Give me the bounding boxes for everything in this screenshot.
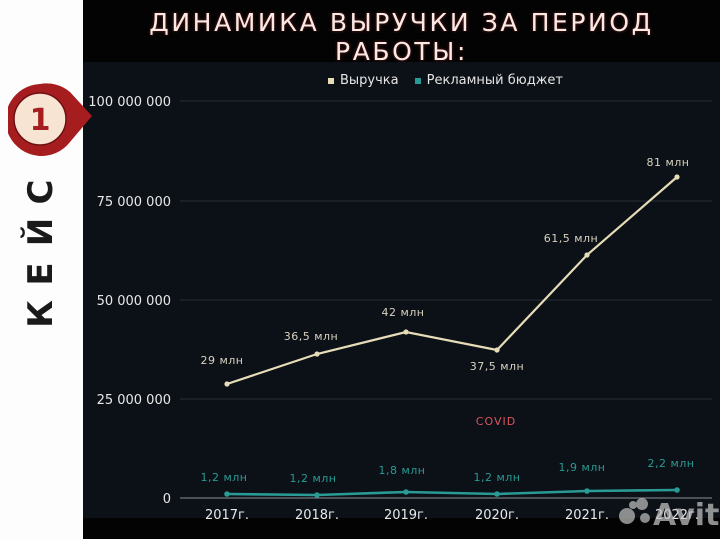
x-tick-2022: 2022г. — [655, 508, 699, 523]
y-axis-labels: 100 000 000 75 000 000 50 000 000 25 000… — [88, 95, 171, 507]
x-tick-2017: 2017г. — [205, 508, 249, 523]
revenue-label-2017: 29 млн — [200, 354, 243, 367]
ad-budget-label-2021: 1,9 млн — [558, 461, 605, 474]
ad-budget-label-2020: 1,2 млн — [473, 471, 520, 484]
case-number-badge: 1 — [8, 83, 92, 156]
covid-annotation: COVID — [476, 415, 516, 428]
ad-budget-label-2018: 1,2 млн — [289, 472, 336, 485]
y-tick-100m: 100 000 000 — [88, 95, 171, 110]
ad-budget-label-2019: 1,8 млн — [378, 464, 425, 477]
revenue-point[interactable] — [674, 174, 680, 180]
revenue-point[interactable] — [314, 351, 320, 357]
ad-budget-line — [226, 488, 678, 497]
revenue-label-2019: 42 млн — [381, 306, 424, 319]
badge-number: 1 — [30, 103, 51, 138]
revenue-label-2022: 81 млн — [646, 156, 689, 169]
revenue-point[interactable] — [224, 381, 230, 387]
legend-swatch-ad-budget — [414, 77, 421, 84]
revenue-line — [226, 176, 678, 386]
avito-logo-dot — [629, 501, 637, 509]
chart-legend: Выручка Рекламный бюджет — [328, 73, 563, 88]
ad-budget-point[interactable] — [494, 491, 500, 497]
bottom-band — [83, 527, 720, 539]
y-tick-50m: 50 000 000 — [97, 294, 171, 309]
legend-swatch-revenue — [328, 77, 334, 84]
avito-watermark: Avito — [619, 498, 720, 533]
ad-budget-label-2017: 1,2 млн — [200, 471, 247, 484]
revenue-point[interactable] — [584, 252, 590, 258]
legend-label-revenue: Выручка — [340, 73, 399, 88]
avito-logo-dot — [640, 513, 650, 523]
revenue-points — [224, 174, 680, 387]
x-tick-2019: 2019г. — [384, 508, 428, 523]
avito-watermark-text: Avito — [653, 498, 720, 533]
revenue-label-2020: 37,5 млн — [470, 360, 525, 373]
y-tick-25m: 25 000 000 — [97, 393, 171, 408]
x-tick-2018: 2018г. — [295, 508, 339, 523]
avito-logo-dot — [636, 498, 648, 510]
revenue-label-2018: 36,5 млн — [284, 330, 339, 343]
legend-item-ad-budget[interactable]: Рекламный бюджет — [414, 73, 563, 88]
chart-panel — [83, 62, 720, 518]
ad-budget-point[interactable] — [314, 492, 320, 498]
page-title: ДИНАМИКА ВЫРУЧКИ ЗА ПЕРИОД РАБОТЫ: — [149, 8, 654, 66]
ad-budget-points — [224, 487, 680, 498]
avito-logo-dot — [619, 508, 635, 524]
ad-budget-point[interactable] — [403, 489, 409, 495]
y-tick-75m: 75 000 000 — [97, 195, 171, 210]
gridlines — [180, 100, 712, 400]
legend-label-ad-budget: Рекламный бюджет — [426, 73, 563, 88]
ad-budget-point[interactable] — [584, 488, 590, 494]
revenue-label-2021: 61,5 млн — [544, 232, 599, 245]
legend-item-revenue[interactable]: Выручка — [328, 73, 399, 88]
x-tick-2021: 2021г. — [565, 508, 609, 523]
ad-budget-point[interactable] — [224, 491, 230, 497]
revenue-point[interactable] — [494, 347, 500, 353]
x-tick-2020: 2020г. — [475, 508, 519, 523]
revenue-point[interactable] — [403, 329, 409, 335]
y-tick-0: 0 — [163, 492, 171, 507]
ad-budget-data-labels: 1,2 млн 1,2 млн 1,8 млн 1,2 млн 1,9 млн … — [200, 457, 694, 485]
badge-inner-circle — [13, 92, 67, 146]
ad-budget-label-2022: 2,2 млн — [647, 457, 694, 470]
x-axis-labels: 2017г. 2018г. 2019г. 2020г. 2021г. 2022г… — [205, 508, 699, 523]
revenue-data-labels: 29 млн 36,5 млн 42 млн 37,5 млн 61,5 млн… — [200, 156, 689, 373]
ad-budget-point[interactable] — [674, 487, 680, 493]
